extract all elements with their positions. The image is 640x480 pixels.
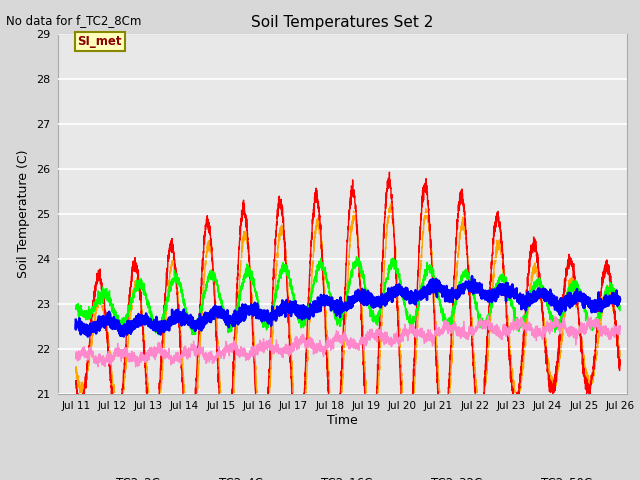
X-axis label: Time: Time [327,414,358,427]
Legend: TC2_2Cm, TC2_4Cm, TC2_16Cm, TC2_32Cm, TC2_50Cm: TC2_2Cm, TC2_4Cm, TC2_16Cm, TC2_32Cm, TC… [76,471,609,480]
Text: No data for f_TC2_8Cm: No data for f_TC2_8Cm [6,14,142,27]
Y-axis label: Soil Temperature (C): Soil Temperature (C) [17,149,30,278]
Title: Soil Temperatures Set 2: Soil Temperatures Set 2 [252,15,433,30]
Text: SI_met: SI_met [77,35,122,48]
